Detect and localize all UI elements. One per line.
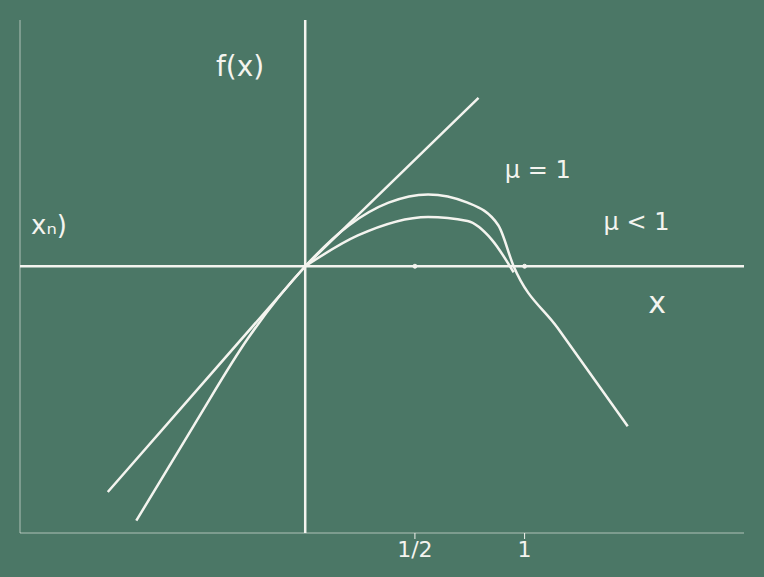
svg-text:1/2: 1/2 (397, 537, 432, 562)
svg-text:μ = 1: μ = 1 (505, 156, 571, 184)
svg-text:f(x): f(x) (216, 50, 264, 83)
svg-text:x: x (648, 285, 666, 320)
svg-text:1: 1 (518, 537, 532, 562)
svg-text:xₙ): xₙ) (31, 210, 67, 240)
svg-text:μ < 1: μ < 1 (604, 208, 670, 236)
